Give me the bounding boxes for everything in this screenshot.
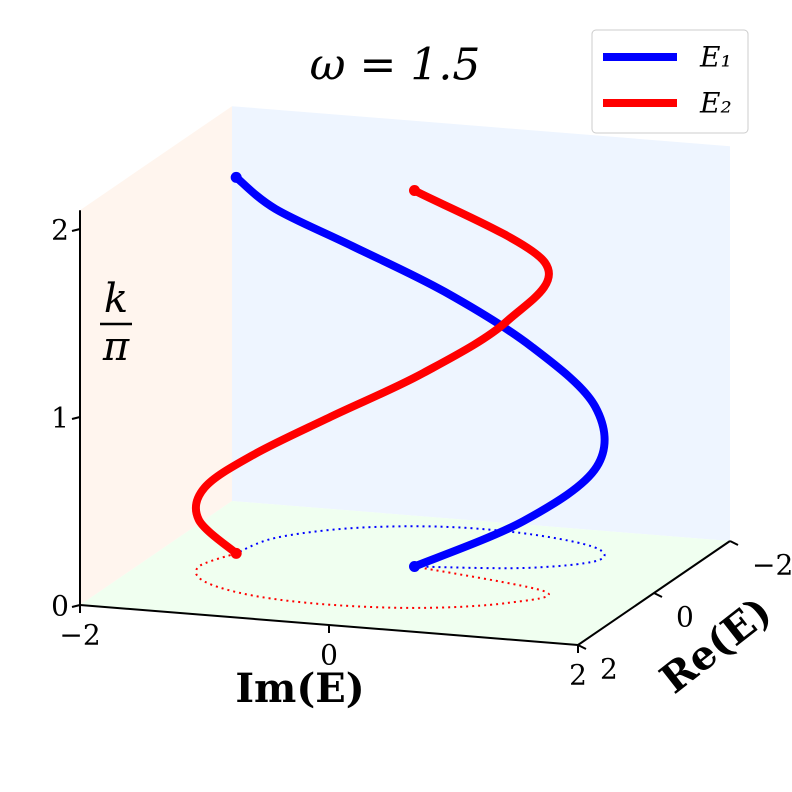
curve bbox=[232, 173, 609, 571]
pane-floor bbox=[80, 501, 730, 645]
endpoint bbox=[230, 547, 242, 559]
z-tick-label: 0 bbox=[51, 590, 69, 623]
y-axis-label: Re(E) bbox=[651, 588, 780, 703]
x-axis-label: Im(E) bbox=[235, 665, 364, 712]
curve bbox=[191, 186, 553, 558]
floor-projection bbox=[235, 525, 606, 570]
x-tick-label: 0 bbox=[320, 639, 338, 672]
chart-title: ω = 1.5 bbox=[310, 40, 481, 91]
pane-left bbox=[80, 106, 232, 605]
floor-projection bbox=[194, 552, 550, 609]
z-axis-label-numerator: k bbox=[104, 276, 128, 322]
legend-label: E₁ bbox=[699, 41, 732, 74]
endpoint bbox=[409, 185, 420, 196]
x-tick-label: −2 bbox=[59, 619, 100, 652]
endpoint bbox=[230, 171, 242, 183]
z-tick-label: 1 bbox=[51, 402, 69, 435]
z-tick bbox=[71, 604, 81, 608]
y-tick bbox=[577, 644, 587, 650]
endpoint bbox=[409, 561, 420, 572]
legend: E₁ E₂ bbox=[591, 29, 749, 134]
y-tick bbox=[729, 540, 739, 546]
y-tick-label: 0 bbox=[676, 601, 694, 634]
y-tick-label: 2 bbox=[600, 653, 618, 686]
pane-back bbox=[232, 106, 730, 541]
z-tick-label: 2 bbox=[51, 214, 69, 247]
x-tick-label: 2 bbox=[569, 659, 587, 692]
y-tick-label: −2 bbox=[752, 549, 792, 582]
panes bbox=[80, 106, 730, 645]
z-tick bbox=[71, 228, 81, 232]
legend-label: E₂ bbox=[699, 87, 732, 120]
y-tick bbox=[653, 592, 663, 598]
z-axis-label-denominator: π bbox=[102, 324, 130, 370]
z-tick bbox=[71, 416, 81, 420]
marks bbox=[191, 171, 609, 609]
